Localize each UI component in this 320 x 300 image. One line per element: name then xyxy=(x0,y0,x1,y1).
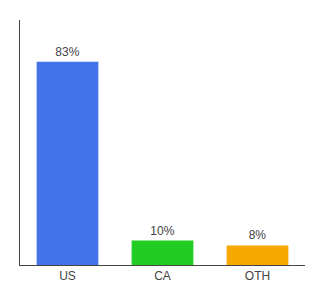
svg-text:10%: 10% xyxy=(150,224,174,238)
svg-text:83%: 83% xyxy=(55,45,79,59)
svg-text:CA: CA xyxy=(154,269,171,283)
svg-text:US: US xyxy=(59,269,76,283)
svg-text:8%: 8% xyxy=(249,228,267,242)
svg-text:OTH: OTH xyxy=(245,269,270,283)
